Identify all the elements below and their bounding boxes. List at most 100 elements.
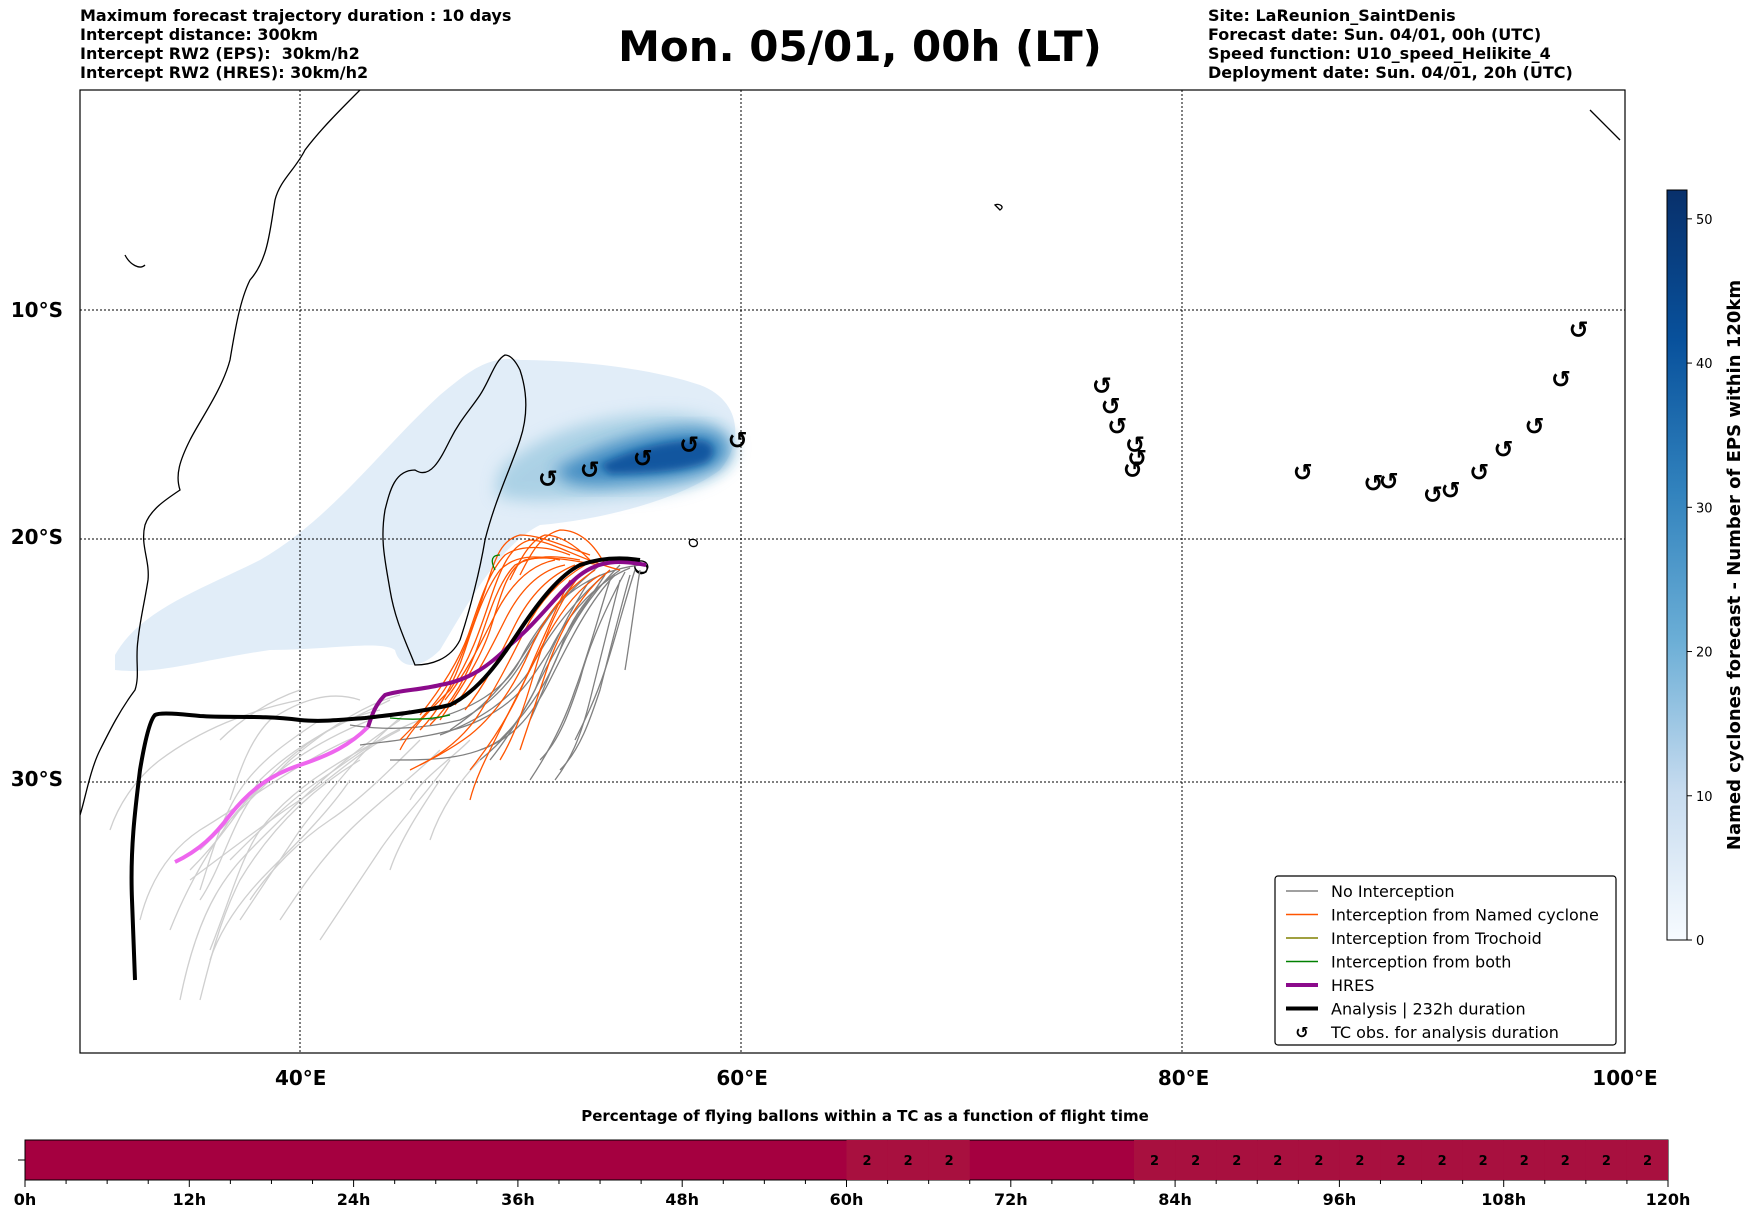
hres-trajectory: [366, 560, 647, 728]
timeline-cell-value: 2: [945, 1154, 954, 1169]
legend-label: HRES: [1331, 976, 1374, 995]
tc-observation-icon: ↺: [1551, 365, 1571, 393]
main-title: Mon. 05/01, 00h (LT): [618, 22, 1102, 71]
analysis-trajectory: [129, 556, 641, 981]
timeline-tick-label: 84h: [1158, 1190, 1192, 1209]
colorbar-tick-label: 50: [1696, 213, 1713, 228]
madagascar-coast: [382, 354, 527, 666]
colorbar-title: Named cyclones forecast - Number of EPS …: [1724, 280, 1745, 850]
timeline-tick-label: 72h: [994, 1190, 1028, 1209]
lon-label: 100°E: [1592, 1066, 1657, 1090]
timeline-cell: [1462, 1140, 1504, 1180]
small-island-a: [688, 538, 699, 548]
timeline-cell: [1544, 1140, 1586, 1180]
tc-observation-icon: ↺: [1379, 467, 1399, 495]
lon-label: 80°E: [1158, 1066, 1210, 1090]
legend-label: Interception from both: [1331, 953, 1511, 972]
timeline-cell-value: 2: [904, 1154, 913, 1169]
tc-observation-icon: ↺: [1107, 413, 1127, 441]
tc-observation-icon: ↺: [1524, 413, 1544, 441]
tc-observation-icon: ↺: [1092, 372, 1112, 400]
colorbar-tick-label: 40: [1696, 357, 1713, 372]
timeline-tick-label: 36h: [501, 1190, 535, 1209]
pink-trajectory: [174, 725, 370, 864]
timeline-cell: [1626, 1140, 1668, 1180]
timeline-cell: [1380, 1140, 1422, 1180]
colorbar-tick-label: 10: [1696, 790, 1713, 805]
small-island-c: [1589, 109, 1621, 141]
tc-observation-icon: ↺: [1363, 470, 1383, 498]
latitude-labels: 10°S 20°S 30°S: [11, 298, 63, 791]
timeline-cell-value: 2: [1479, 1154, 1488, 1169]
timeline-cell: [1421, 1140, 1463, 1180]
colorbar-tick-label: 0: [1696, 934, 1704, 949]
tc-observation-icon: ↺: [1101, 392, 1121, 420]
eps-density-field: [115, 359, 736, 671]
small-island-b: [993, 203, 1003, 211]
header-right-line: Site: LaReunion_SaintDenis: [1208, 6, 1456, 25]
both-interception-trajectories: [389, 554, 501, 720]
tc-observations: ↺ ↺ ↺ ↺ ↺↺↺↺↺↺↺ ↺ ↺↺ ↺↺↺↺↺↺↺: [538, 316, 1589, 509]
timeline-cell-value: 2: [1273, 1154, 1282, 1169]
lat-label: 10°S: [11, 298, 63, 322]
coastlines: [80, 90, 1621, 816]
timeline-cell: [1216, 1140, 1258, 1180]
timeline-tick-label: 24h: [337, 1190, 371, 1209]
timeline-cell: [1585, 1140, 1627, 1180]
mozambique-channel-islands: [124, 254, 146, 268]
timeline-cell-value: 2: [1561, 1154, 1570, 1169]
header-left-line: Intercept distance: 300km: [80, 25, 319, 44]
header-left-line: Intercept RW2 (HRES): 30km/h2: [80, 63, 369, 82]
header-left: Maximum forecast trajectory duration : 1…: [80, 6, 511, 82]
tc-observation-icon: ↺: [1293, 458, 1313, 486]
timeline-cell: [1134, 1140, 1176, 1180]
legend-label: Analysis | 232h duration: [1331, 1000, 1526, 1019]
timeline-cell-value: 2: [1520, 1154, 1529, 1169]
timeline-title: Percentage of flying ballons within a TC…: [581, 1107, 1149, 1125]
tc-observation-icon: ↺: [1123, 456, 1143, 484]
header-right-line: Speed function: U10_speed_Helikite_4: [1208, 44, 1551, 63]
tc-observation-icon: ↺: [1494, 435, 1514, 463]
timeline-cell-value: 2: [1191, 1154, 1200, 1169]
africa-east-coast: [80, 90, 361, 816]
colorbar-tick-label: 30: [1696, 501, 1713, 516]
timeline-cell-value: 2: [1150, 1154, 1159, 1169]
lon-label: 40°E: [275, 1066, 327, 1090]
flight-time-bar: Percentage of flying ballons within a TC…: [14, 1107, 1691, 1209]
tc-observation-icon: ↺: [728, 426, 748, 454]
timeline-cell: [1175, 1140, 1217, 1180]
lat-label: 20°S: [11, 525, 63, 549]
legend-label: TC obs. for analysis duration: [1330, 1023, 1559, 1042]
tc-observation-icon: ↺: [679, 431, 699, 459]
tc-observation-icon: ↺: [1127, 445, 1147, 473]
tc-observation-icon: ↺: [580, 456, 600, 484]
lon-label: 60°E: [716, 1066, 768, 1090]
timeline-cell: [1257, 1140, 1299, 1180]
tc-observation-icon: ↺: [1441, 477, 1461, 505]
colorbar: 0 10 20 30 40 50 Named cyclones forecast - Nu…: [1666, 189, 1745, 949]
lat-label: 30°S: [11, 767, 63, 791]
timeline-cell-value: 2: [1643, 1154, 1652, 1169]
timeline-tick-label: 108h: [1481, 1190, 1526, 1209]
header-right: Site: LaReunion_SaintDenis Forecast date…: [1208, 6, 1573, 82]
tc-observation-icon: ↺: [633, 445, 653, 473]
timeline-tick-label: 48h: [665, 1190, 699, 1209]
timeline-cell: [846, 1140, 888, 1180]
legend-label: No Interception: [1331, 882, 1455, 901]
header-left-line: Maximum forecast trajectory duration : 1…: [80, 6, 512, 25]
tc-observation-icon: ↺: [1125, 431, 1145, 459]
timeline-cell: [1503, 1140, 1545, 1180]
header-right-line: Forecast date: Sun. 04/01, 00h (UTC): [1208, 25, 1542, 44]
tc-observation-icon: ↺: [1423, 481, 1443, 509]
timeline-cell-value: 2: [1602, 1154, 1611, 1169]
timeline-cell-value: 2: [1232, 1154, 1241, 1169]
timeline-cell-value: 2: [1355, 1154, 1364, 1169]
reunion-island: [634, 560, 649, 574]
tc-observation-icon: ↺: [1569, 316, 1589, 344]
density-contour-max: [600, 440, 714, 474]
timeline-tick-label: 120h: [1646, 1190, 1691, 1209]
timeline-cell-value: 2: [1314, 1154, 1323, 1169]
timeline-tick-label: 96h: [1323, 1190, 1357, 1209]
tc-observation-icon: ↺: [538, 465, 558, 493]
